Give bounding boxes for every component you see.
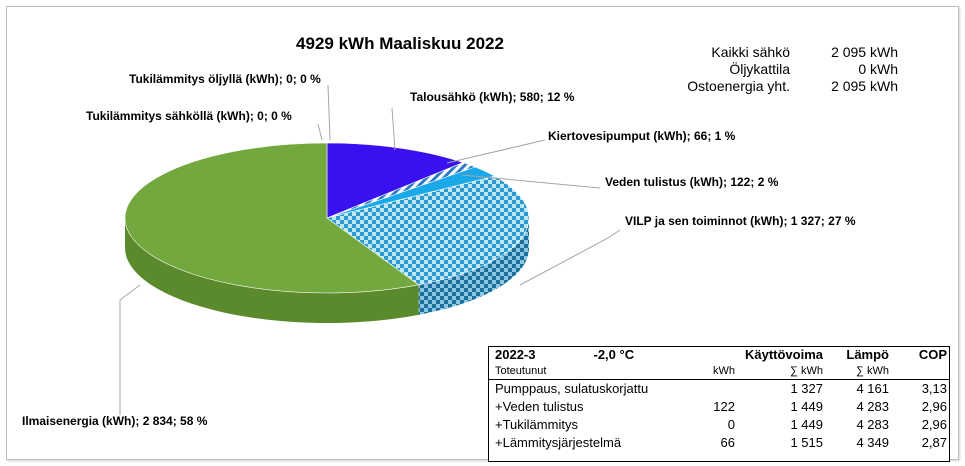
column-header-heat: Lämpö <box>846 347 889 362</box>
subheader-heat-sum: ∑ kWh <box>856 365 889 377</box>
pie-slice-4 <box>124 142 420 294</box>
slice-label-tukilammitys-sahkolla: Tukilämmitys sähköllä (kWh); 0; 0 % <box>86 109 292 123</box>
leader-line-6 <box>327 84 331 141</box>
temperature-value: -2,0 °C <box>593 347 635 362</box>
leader-line-5 <box>317 123 323 141</box>
table-header-row: 2022-3 -2,0 °C Käyttövoima Lämpö COP <box>489 347 949 363</box>
summary-value: 0 kWh <box>858 61 898 77</box>
leader-line-2 <box>461 174 601 189</box>
summary-row: Ostoenergia yht. 2 095 kWh <box>640 78 898 95</box>
row-cop: 3,13 <box>921 381 947 396</box>
row-name: +Tukilämmitys <box>495 417 578 432</box>
pie-slice-3 <box>326 175 530 286</box>
row-sum-kwh: 1 327 <box>790 381 823 396</box>
summary-label: Ostoenergia yht. <box>687 78 790 94</box>
summary-label: Kaikki sähkö <box>711 44 790 60</box>
summary-row: Kaikki sähkö 2 095 kWh <box>640 44 898 61</box>
leader-line-4 <box>119 284 141 415</box>
row-name: +Lämmitysjärjestelmä <box>495 435 622 450</box>
chart-title: 4929 kWh Maaliskuu 2022 <box>296 34 504 53</box>
row-heat: 4 283 <box>856 399 889 414</box>
cop-table: 2022-3 -2,0 °C Käyttövoima Lämpö COP Tote… <box>488 346 950 462</box>
row-kwh <box>699 380 735 398</box>
slice-label-kiertovesipumput: Kiertovesipumput (kWh); 66; 1 % <box>548 129 736 143</box>
column-header-cop: COP <box>918 347 947 362</box>
period-value: 2022-3 <box>495 347 536 362</box>
table-period: 2022-3 -2,0 °C <box>489 347 699 363</box>
table-row: +Lämmitysjärjestelmä 66 1 515 4 349 2,87 <box>489 434 949 452</box>
summary-value: 2 095 kWh <box>831 78 898 94</box>
row-sum-kwh: 1 515 <box>790 435 823 450</box>
table-row: +Tukilämmitys 0 1 449 4 283 2,96 <box>489 416 949 434</box>
summary-row: Öljykattila 0 kWh <box>640 61 898 78</box>
slice-label-tukilammitys-oljylla: Tukilämmitys öljyllä (kWh); 0; 0 % <box>129 72 321 86</box>
table-row: +Veden tulistus 122 1 449 4 283 2,96 <box>489 398 949 416</box>
summary-value: 2 095 kWh <box>831 44 898 60</box>
row-sum-kwh: 1 449 <box>790 399 823 414</box>
row-name: +Veden tulistus <box>495 399 584 414</box>
leader-line-3 <box>519 229 621 286</box>
summary-label: Öljykattila <box>729 61 790 77</box>
subheader-kwh: kWh <box>713 365 735 377</box>
pie-side-4 <box>125 218 419 323</box>
subheader-toteutunut: Toteutunut <box>495 365 547 377</box>
subheader-sum-kwh: ∑ kWh <box>790 365 823 377</box>
pie-side-group <box>125 218 529 323</box>
table-row: Pumppaus, sulatuskorjattu 1 327 4 161 3,… <box>489 380 949 398</box>
row-cop: 2,96 <box>921 399 947 414</box>
leader-line-1 <box>446 139 546 164</box>
table-subheader-row: Toteutunut kWh ∑ kWh ∑ kWh <box>489 363 949 380</box>
row-sum-kwh: 1 449 <box>790 417 823 432</box>
row-heat: 4 283 <box>856 417 889 432</box>
slice-label-talousahko: Talousähkö (kWh); 580; 12 % <box>410 90 575 104</box>
row-kwh: 0 <box>727 417 735 432</box>
slice-label-vilp: VILP ja sen toiminnot (kWh); 1 327; 27 % <box>625 214 856 228</box>
row-kwh: 122 <box>713 399 735 414</box>
row-cop: 2,96 <box>921 417 947 432</box>
row-heat: 4 161 <box>856 381 889 396</box>
pie-top-group <box>124 142 530 294</box>
energy-summary: Kaikki sähkö 2 095 kWh Öljykattila 0 kWh… <box>640 44 898 95</box>
leader-line-0 <box>391 107 396 151</box>
pie-side-3 <box>418 218 529 315</box>
column-header-power: Käyttövoima <box>744 347 823 362</box>
subheader-cop <box>889 363 947 379</box>
row-name: Pumppaus, sulatuskorjattu <box>495 381 649 396</box>
pie-slice-0 <box>326 142 464 219</box>
row-heat: 4 349 <box>856 435 889 450</box>
slice-label-ilmaisenergia: Ilmaisenergia (kWh); 2 834; 58 % <box>22 414 208 428</box>
leader-line-group <box>119 84 621 415</box>
row-kwh: 66 <box>720 435 735 450</box>
slice-label-veden-tulistus: Veden tulistus (kWh); 122; 2 % <box>605 175 779 189</box>
row-cop: 2,87 <box>921 435 947 450</box>
